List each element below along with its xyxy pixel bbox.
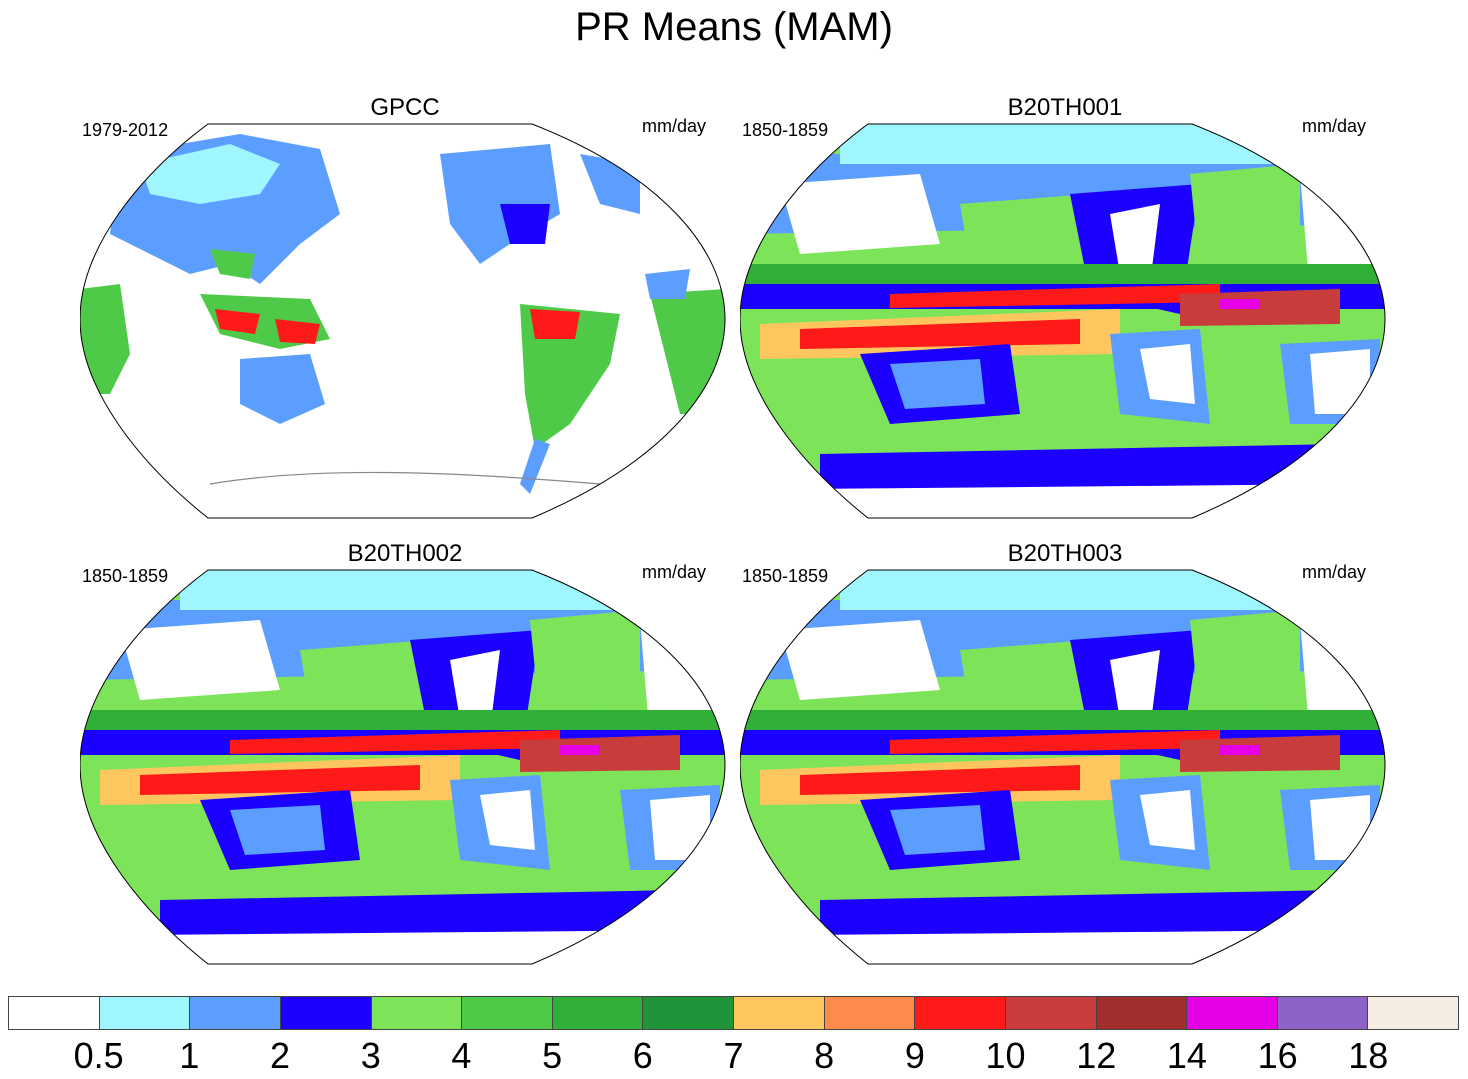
period-label: 1979-2012: [82, 120, 169, 140]
colorbar-tick-label: 10: [985, 1035, 1026, 1076]
colorbar: [8, 996, 1459, 1030]
colorbar-tick-label: 18: [1348, 1035, 1389, 1076]
precip-region: [1310, 349, 1370, 414]
precip-region: [140, 765, 420, 795]
precip-region: [800, 484, 1360, 518]
period-label: 1850-1859: [742, 120, 829, 140]
precip-region: [840, 570, 1300, 610]
colorbar-tick-label: 12: [1076, 1035, 1117, 1076]
map-outline: [740, 123, 1386, 519]
colorbar-tick-label: 1: [179, 1035, 200, 1076]
colorbar-tick-label: 5: [542, 1035, 563, 1076]
colorbar-box: [462, 997, 553, 1029]
colorbar-tick-label: 14: [1166, 1035, 1207, 1076]
period-label: 1850-1859: [742, 566, 829, 586]
panel-title: B20TH003: [1007, 540, 1123, 567]
precip-region: [890, 359, 985, 409]
map-panel-gpcc: GPCC 1979-2012 mm/day: [80, 94, 730, 534]
precip-region: [480, 790, 535, 850]
panel-title: B20TH002: [347, 540, 463, 567]
units-label: mm/day: [1301, 562, 1366, 582]
precip-region: [1140, 344, 1195, 404]
colorbar-box: [643, 997, 734, 1029]
units-label: mm/day: [641, 116, 706, 136]
colorbar-box: [915, 997, 1006, 1029]
precip-region: [1190, 610, 1300, 720]
precip-region: [890, 805, 985, 855]
precip-region: [230, 805, 325, 855]
colorbar-tick-label: 8: [814, 1035, 835, 1076]
map-panel-b20th001: B20TH001 1850-1859 mm/day: [740, 94, 1390, 534]
colorbar-tick-label: 3: [360, 1035, 381, 1076]
colorbar-box: [190, 997, 281, 1029]
colorbar-box: [280, 997, 372, 1029]
precip-region: [890, 284, 1220, 308]
precip-region: [890, 730, 1220, 754]
map-b20th002: [80, 569, 726, 965]
precip-region: [120, 620, 280, 700]
precip-region: [560, 745, 600, 755]
map-gpcc: [80, 123, 726, 519]
colorbar-tick-label: 16: [1257, 1035, 1298, 1076]
colorbar-tick-label: 4: [451, 1035, 472, 1076]
map-b20th001: [740, 123, 1386, 519]
colorbar-box: [1005, 997, 1097, 1029]
colorbar-box: [371, 997, 463, 1029]
precip-region: [1220, 299, 1260, 309]
map-panel-b20th002: B20TH002 1850-1859 mm/day: [80, 540, 730, 980]
precip-region: [1190, 164, 1300, 274]
panel-title: B20TH001: [1007, 94, 1123, 121]
colorbar-box: [1096, 997, 1188, 1029]
precip-region: [180, 570, 640, 610]
precip-region: [960, 640, 1090, 720]
colorbar-box: [9, 997, 100, 1029]
precip-region: [820, 890, 1340, 945]
precip-region: [960, 194, 1090, 274]
precip-region: [820, 444, 1340, 499]
colorbar-box: [1368, 997, 1458, 1029]
precip-region: [650, 795, 710, 860]
colorbar-box: [99, 997, 191, 1029]
colorbar-tick-label: 2: [270, 1035, 291, 1076]
precip-region: [780, 174, 940, 254]
map-outline: [80, 569, 726, 965]
precip-region: [800, 765, 1080, 795]
colorbar-tick-label: 0.5: [73, 1035, 124, 1076]
period-label: 1850-1859: [82, 566, 169, 586]
precip-region: [1310, 795, 1370, 860]
precip-region: [840, 124, 1300, 164]
map-outline: [740, 569, 1386, 965]
colorbar-box: [734, 997, 825, 1029]
precip-region: [1220, 745, 1260, 755]
units-label: mm/day: [641, 562, 706, 582]
precip-region: [160, 890, 680, 945]
colorbar-tick-label: 6: [632, 1035, 653, 1076]
precip-region: [780, 620, 940, 700]
precip-region: [800, 319, 1080, 349]
colorbar-tick-label: 9: [904, 1035, 925, 1076]
units-label: mm/day: [1301, 116, 1366, 136]
precip-region: [300, 640, 430, 720]
colorbar-labels: 0.5 1 2 3 4 5 6 7 8 9 10 12 14 16 18: [8, 1034, 1459, 1079]
map-b20th003: [740, 569, 1386, 965]
precip-region: [1140, 790, 1195, 850]
colorbar-tick-label: 7: [723, 1035, 744, 1076]
map-panel-b20th003: B20TH003 1850-1859 mm/day: [740, 540, 1390, 980]
precip-region: [230, 730, 560, 754]
colorbar-box: [824, 997, 916, 1029]
precip-region: [800, 930, 1360, 964]
figure-title: PR Means (MAM): [575, 5, 893, 49]
precip-region: [140, 930, 700, 964]
precip-region: [530, 610, 640, 720]
panel-title: GPCC: [370, 94, 440, 121]
colorbar-box: [552, 997, 644, 1029]
colorbar-box: [1187, 997, 1278, 1029]
colorbar-box: [1277, 997, 1369, 1029]
